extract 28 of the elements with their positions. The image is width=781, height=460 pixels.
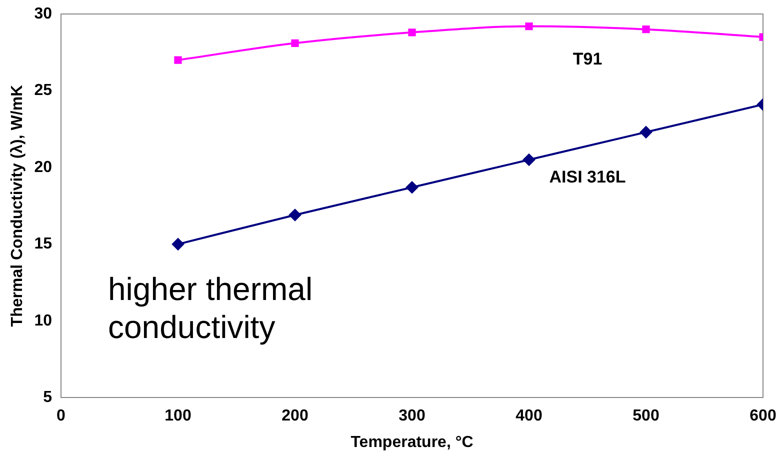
point	[408, 28, 416, 36]
point	[525, 22, 533, 30]
x-tick-label: 300	[398, 408, 426, 425]
series-label: T91	[572, 49, 602, 68]
point	[406, 181, 418, 194]
point	[642, 26, 650, 34]
point	[291, 39, 299, 47]
point	[523, 154, 535, 166]
point	[289, 209, 301, 222]
x-tick-label: 400	[516, 408, 542, 425]
point	[172, 238, 184, 250]
y-tick-label: 20	[34, 158, 52, 176]
x-axis-title: Temperature, °C	[350, 434, 474, 451]
annotation: higher thermal conductivity	[108, 270, 314, 346]
x-tick-label: 500	[632, 408, 660, 425]
x-tick-label: 600	[750, 408, 776, 425]
y-tick-label: 25	[34, 82, 52, 100]
series-label: AISI 316L	[549, 168, 626, 187]
y-tick-label: 15	[34, 236, 52, 253]
x-tick-label: 0	[56, 408, 66, 425]
x-tick-label: 200	[282, 408, 308, 425]
y-tick-label: 10	[34, 312, 52, 330]
y-tick-label: 30	[34, 5, 52, 22]
y-axis-title: Thermal Conductivity (λ), W/mK	[9, 84, 26, 327]
point	[640, 126, 652, 138]
point	[174, 56, 182, 64]
x-tick-label: 100	[164, 408, 192, 425]
y-tick-label: 5	[43, 389, 52, 406]
